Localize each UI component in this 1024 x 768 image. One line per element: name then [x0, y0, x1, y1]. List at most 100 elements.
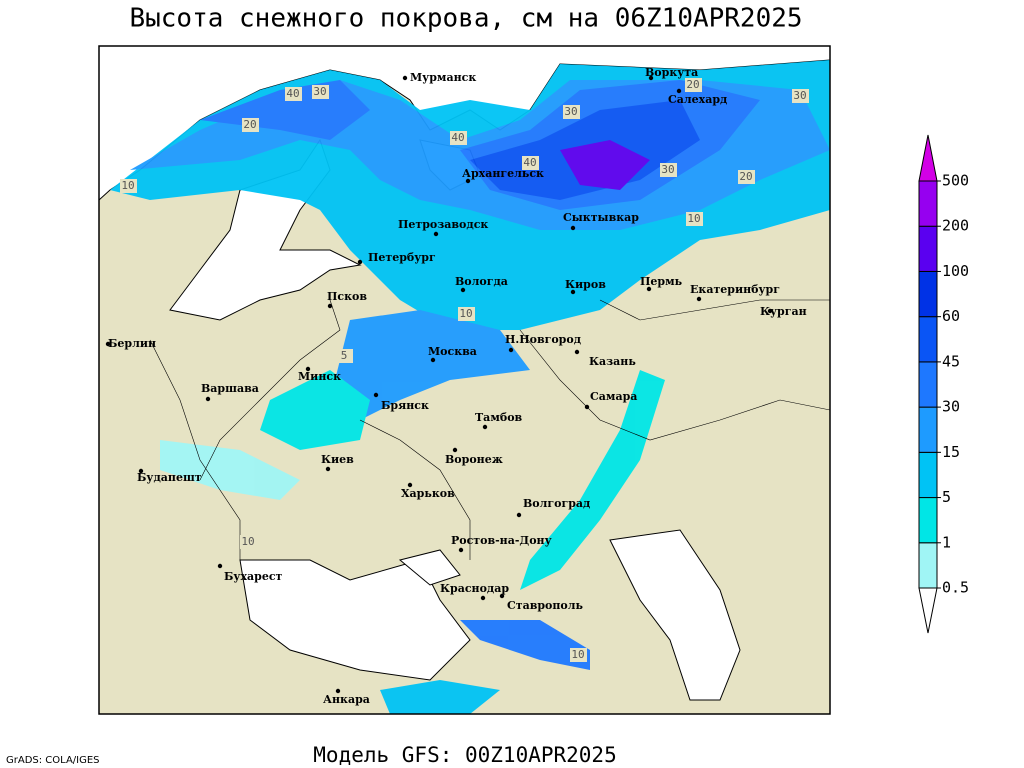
map-frame [98, 45, 831, 715]
contour-label: 30 [313, 85, 326, 98]
city-label: Ростов-на-Дону [451, 534, 552, 547]
city-dot [648, 75, 654, 81]
contour-label: 30 [793, 89, 806, 102]
city-dot [584, 404, 590, 410]
colorbar-label: 1 [942, 533, 951, 551]
city-label: Н.Новгород [505, 333, 581, 346]
city-label: Берлин [108, 337, 156, 350]
city-label: Петрозаводск [398, 218, 488, 231]
contour-label: 10 [459, 307, 472, 320]
colorbar-label: 60 [942, 307, 960, 325]
colorbar-label: 45 [942, 352, 960, 370]
city-label: Будапешт [137, 471, 202, 484]
city-label: Брянск [381, 399, 429, 412]
city-label: Екатеринбург [690, 283, 780, 296]
city-dot [646, 286, 652, 292]
city-label: Самара [590, 390, 637, 403]
city-dot [508, 347, 514, 353]
title: Высота снежного покрова, см на 06Z10APR2… [129, 4, 802, 34]
colorbar-segment [918, 225, 938, 272]
contour-label: 20 [243, 118, 256, 131]
city-label: Салехард [668, 93, 727, 106]
colorbar-segment [918, 497, 938, 544]
contour-label: 10 [571, 648, 584, 661]
colorbar-segment [918, 361, 938, 408]
city-dot [499, 593, 505, 599]
city-dot [696, 296, 702, 302]
colorbar-label: 0.5 [942, 579, 969, 597]
city-dot [335, 688, 341, 694]
contour-label-bg [685, 78, 702, 92]
contour-label-bg [563, 105, 580, 119]
contour-label-bg [242, 118, 259, 132]
city-dot [458, 547, 464, 553]
city-label: Минск [298, 370, 341, 383]
contour-label-bg [312, 85, 329, 99]
contour-label: 30 [564, 105, 577, 118]
city-dot [105, 341, 111, 347]
contour-label-bg [522, 156, 539, 170]
city-label: Тамбов [475, 411, 523, 424]
contour-label: 10 [687, 212, 700, 225]
city-dot [460, 287, 466, 293]
contour-label: 20 [739, 170, 752, 183]
colorbar-label: 200 [942, 217, 969, 235]
city-dot [217, 563, 223, 569]
city-dot [767, 308, 773, 314]
contour-label: 30 [661, 163, 674, 176]
city-dot [516, 512, 522, 518]
city-label: Анкара [323, 693, 370, 706]
city-dot [205, 396, 211, 402]
colorbar-segment [918, 451, 938, 499]
city-dot [138, 468, 144, 474]
city-dot [407, 482, 413, 488]
city-label: Воркута [645, 66, 698, 79]
colorbar-above [918, 134, 938, 182]
contour-label-bg [450, 131, 467, 145]
city-dot [452, 447, 458, 453]
colorbar-segment [918, 406, 938, 453]
city-label: Волгоград [523, 497, 590, 510]
city-dot [574, 349, 580, 355]
city-label: Псков [327, 290, 367, 303]
city-dot [480, 595, 486, 601]
contour-label-bg [660, 163, 677, 177]
contour-label-bg [792, 89, 809, 103]
city-label: Вологда [455, 275, 508, 288]
city-label: Воронеж [445, 453, 503, 466]
contour-label: 5 [341, 349, 348, 362]
city-dot [676, 88, 682, 94]
contour-label-bg [120, 179, 137, 193]
city-dot [373, 392, 379, 398]
city-dot [570, 225, 576, 231]
city-label: Сыктывкар [563, 211, 639, 224]
city-dot [570, 289, 576, 295]
colorbar-below [918, 587, 938, 634]
city-dot [433, 231, 439, 237]
city-dot [465, 178, 471, 184]
contour-label-bg [570, 648, 587, 662]
contour-label-bg [686, 212, 703, 226]
model-caption: Модель GFS: 00Z10APR2025 [313, 743, 616, 767]
colorbar-segment [918, 180, 938, 227]
contour-label: 10 [241, 535, 254, 548]
borders [149, 299, 831, 560]
contour-label-bg [458, 307, 475, 321]
contour-label: 10 [121, 179, 134, 192]
colorbar-label: 100 [942, 262, 969, 280]
city-label: Москва [428, 345, 477, 358]
colorbar-segment [918, 316, 938, 363]
snow-cover [110, 60, 830, 714]
city-label: Пермь [640, 275, 683, 288]
colorbar-segment [918, 270, 938, 318]
contour-label-bg [240, 535, 257, 549]
city-label: Курган [760, 305, 807, 318]
city-label: Краснодар [440, 582, 509, 595]
city-label: Ставрополь [507, 599, 584, 612]
city-dot [327, 303, 333, 309]
contour-label: 40 [451, 131, 464, 144]
city-dot [430, 357, 436, 363]
colorbar-label: 30 [942, 398, 960, 416]
